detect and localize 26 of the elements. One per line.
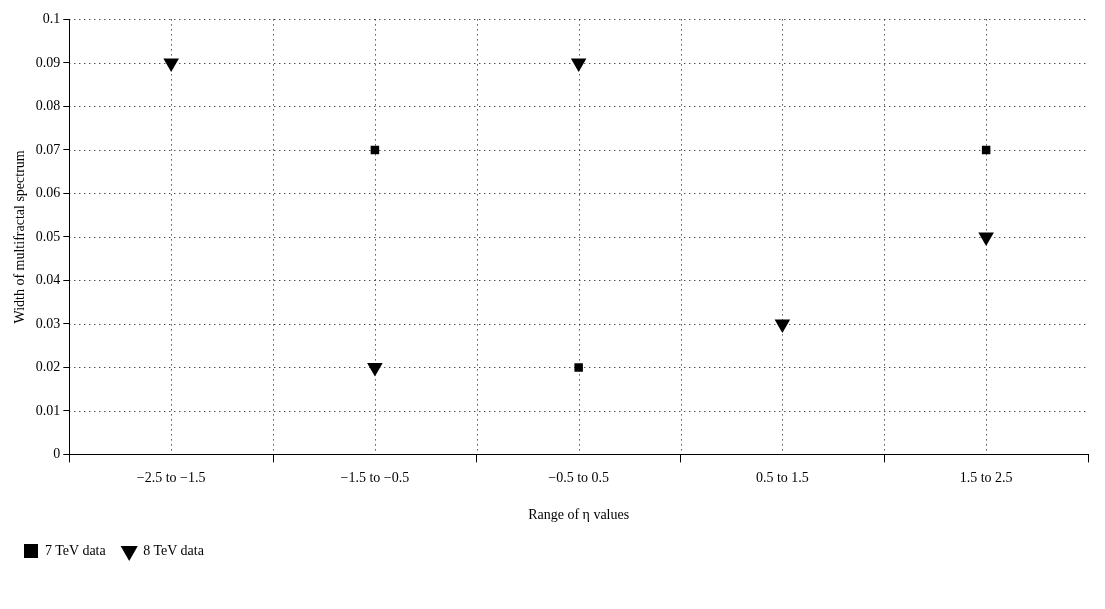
y-tick-label: 0.06 [35,185,61,201]
point [774,319,791,333]
y-axis-title: Width of multifractal spectrum [12,150,28,324]
y-tick-label: 0.07 [35,141,61,157]
y-tick-label: 0.01 [35,402,61,418]
point [574,363,583,372]
y-tick-label: 0.05 [35,228,61,244]
y-tick-label: 0.08 [35,98,61,114]
x-tick-label: 1.5 to 2.5 [959,470,1013,486]
y-tick-label: 0.02 [35,359,61,375]
legend-label: 7 TeV data [45,542,107,558]
x-tick-label: −2.5 to −1.5 [136,470,206,486]
point [367,362,383,377]
legend-label: 8 TeV data [143,542,205,558]
y-tick-label: 0.1 [42,11,61,27]
y-tick-label: 0 [53,446,61,462]
point [163,58,179,72]
y-tick-label: 0.09 [35,54,61,70]
y-tick-label: 0.03 [35,315,61,331]
y-tick-label: 0.04 [35,272,61,288]
x-tick-label: −0.5 to 0.5 [548,470,610,486]
point [978,232,994,246]
x-axis-title: Range of η values [528,507,630,523]
x-tick-label: −1.5 to −0.5 [340,470,410,486]
x-tick-label: 0.5 to 1.5 [755,470,809,486]
point [570,58,587,72]
